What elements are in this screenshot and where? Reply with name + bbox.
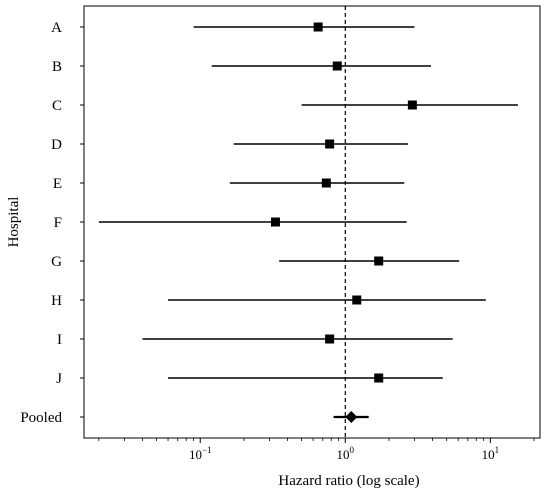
row-c: C: [52, 98, 518, 114]
row-label: G: [51, 254, 62, 270]
row-label: A: [51, 20, 62, 36]
row-label: F: [54, 215, 62, 231]
estimate-marker: [352, 295, 362, 305]
row-label: H: [51, 293, 62, 309]
estimate-marker: [407, 100, 417, 110]
row-label: E: [53, 176, 62, 192]
row-label: J: [56, 371, 62, 387]
rows-layer: A B C D E F G H I J Pooled: [20, 20, 518, 426]
row-a: A: [51, 20, 415, 36]
x-tick-exponent: 0: [350, 445, 355, 455]
y-axis-label: Hospital: [6, 197, 22, 248]
row-f: F: [54, 215, 407, 231]
estimate-marker: [321, 178, 331, 188]
estimate-marker: [325, 334, 335, 344]
x-axis-label: Hazard ratio (log scale): [278, 473, 419, 489]
x-tick-base: 10: [189, 447, 202, 462]
x-tick-exponent: 1: [495, 445, 500, 455]
row-e: E: [53, 176, 405, 192]
x-tick-base: 10: [482, 447, 495, 462]
row-i: I: [57, 332, 453, 348]
x-axis-ticks: 10−1 100 101: [98, 438, 535, 462]
x-tick-label: 100: [337, 445, 355, 462]
row-pooled: Pooled: [20, 410, 369, 426]
row-g: G: [51, 254, 460, 270]
row-label: C: [52, 98, 62, 114]
row-label: Pooled: [20, 410, 62, 426]
estimate-marker: [374, 373, 384, 383]
estimate-marker: [374, 256, 384, 266]
estimate-marker: [332, 61, 342, 71]
row-label: B: [52, 59, 62, 75]
row-j: J: [56, 371, 443, 387]
estimate-marker: [325, 139, 335, 149]
row-h: H: [51, 293, 486, 309]
x-tick-label: 10−1: [189, 445, 212, 462]
x-tick-base: 10: [337, 447, 350, 462]
estimate-marker: [313, 22, 323, 32]
x-tick-exponent: −1: [202, 445, 212, 455]
row-b: B: [52, 59, 432, 75]
row-label: I: [57, 332, 62, 348]
row-d: D: [51, 137, 408, 153]
row-label: D: [51, 137, 62, 153]
x-tick-label: 101: [482, 445, 500, 462]
estimate-diamond: [345, 411, 358, 423]
estimate-marker: [270, 217, 280, 227]
